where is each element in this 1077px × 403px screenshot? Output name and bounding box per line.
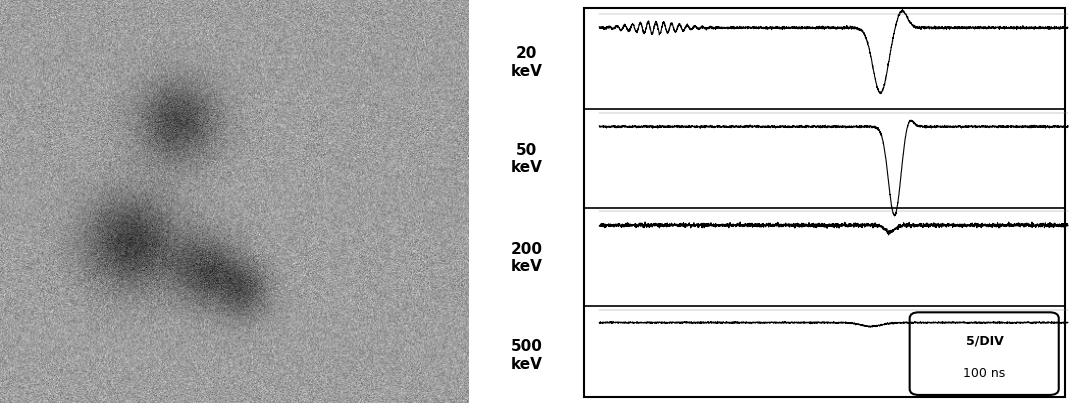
Text: 100 ns: 100 ns bbox=[964, 367, 1006, 380]
Text: 20
keV: 20 keV bbox=[510, 46, 542, 79]
Text: 5/DIV: 5/DIV bbox=[966, 334, 1004, 347]
Text: 50
keV: 50 keV bbox=[510, 143, 542, 175]
FancyBboxPatch shape bbox=[910, 312, 1059, 395]
Bar bbox=[584, 8, 1065, 397]
Text: 200
keV: 200 keV bbox=[510, 242, 543, 274]
Text: 500
keV: 500 keV bbox=[510, 339, 542, 372]
